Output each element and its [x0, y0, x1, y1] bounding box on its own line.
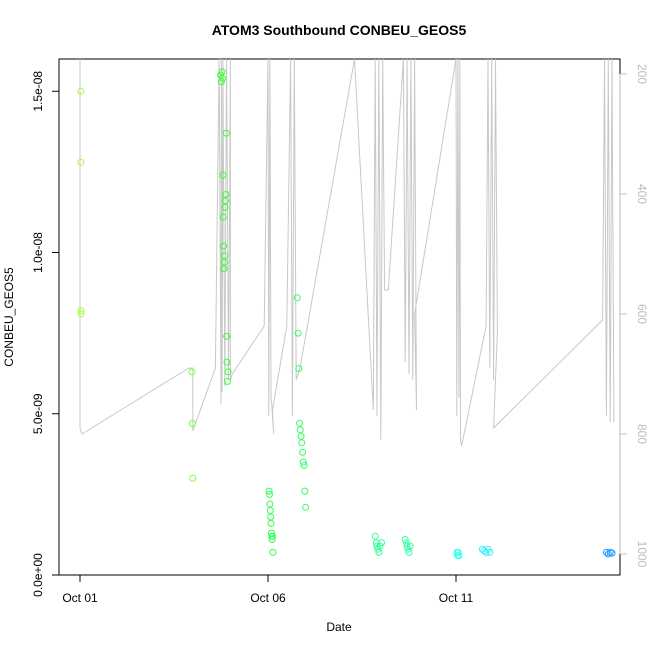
data-point [219, 171, 227, 179]
data-point [454, 548, 462, 556]
data-point [220, 258, 228, 266]
data-point [266, 490, 273, 498]
data-point [269, 532, 276, 540]
data-point [222, 191, 230, 198]
secondary-tick-label: 1000 [635, 541, 649, 568]
secondary-tick-label: 600 [635, 304, 649, 324]
data-point [604, 550, 612, 558]
data-point [77, 87, 85, 95]
data-point [294, 329, 302, 337]
secondary-y-axis: 200 400 600 800 1000 [619, 64, 649, 568]
data-point [299, 448, 307, 456]
data-point [223, 358, 231, 366]
data-point [189, 474, 197, 482]
data-point [296, 419, 304, 427]
secondary-tick-label: 400 [635, 184, 649, 204]
data-point [371, 532, 379, 540]
data-point [300, 461, 308, 469]
data-point [406, 542, 414, 550]
pressure-line-layer [79, 58, 615, 447]
points-layer [77, 68, 616, 560]
data-point [219, 213, 227, 221]
data-point [266, 507, 274, 514]
data-point [269, 548, 277, 556]
data-point [77, 307, 85, 315]
data-point [188, 419, 196, 427]
data-point [223, 332, 231, 340]
y-tick-label: 5.0e-09 [31, 393, 45, 434]
y-tick-label: 1.0e-08 [31, 232, 45, 273]
data-point [220, 242, 228, 250]
pressure-line [79, 58, 615, 447]
chart-title: ATOM3 Southbound CONBEU_GEOS5 [212, 22, 467, 38]
data-point [299, 458, 307, 466]
data-point [77, 158, 85, 166]
x-axis: Oct 01 Oct 06 Oct 11 [62, 574, 474, 605]
data-point [401, 536, 409, 543]
data-point [302, 503, 310, 511]
data-point [223, 378, 231, 385]
data-point [224, 368, 232, 376]
data-point [219, 74, 226, 82]
data-point [217, 78, 225, 86]
y-tick-label: 1.5e-08 [31, 71, 45, 112]
data-point [608, 549, 616, 557]
secondary-tick-label: 800 [635, 424, 649, 444]
x-axis-label: Date [326, 620, 352, 634]
data-point [221, 203, 229, 211]
data-point [221, 252, 229, 260]
data-point [486, 548, 494, 556]
data-point [293, 294, 301, 302]
data-point [268, 536, 276, 543]
data-point [267, 519, 275, 527]
data-point [298, 439, 306, 447]
data-point [77, 310, 85, 318]
data-point [218, 68, 226, 76]
data-point [301, 487, 309, 495]
data-point [405, 548, 413, 556]
y-axis-label: CONBEU_GEOS5 [2, 267, 16, 367]
data-point [265, 487, 273, 495]
data-point [378, 539, 386, 547]
secondary-tick-label: 200 [635, 64, 649, 84]
data-point [188, 368, 196, 376]
data-point [297, 432, 305, 440]
data-point [295, 365, 303, 373]
data-point [403, 542, 411, 550]
y-axis: 0.0e+00 5.0e-09 1.0e-08 1.5e-08 [31, 71, 60, 597]
data-point [373, 542, 381, 550]
y-tick-label: 0.0e+00 [31, 553, 45, 597]
data-point [375, 548, 383, 556]
x-tick-label: Oct 01 [62, 591, 98, 605]
x-tick-label: Oct 06 [250, 591, 286, 605]
data-point [455, 552, 463, 560]
data-point [222, 129, 230, 137]
x-tick-label: Oct 11 [439, 591, 474, 605]
